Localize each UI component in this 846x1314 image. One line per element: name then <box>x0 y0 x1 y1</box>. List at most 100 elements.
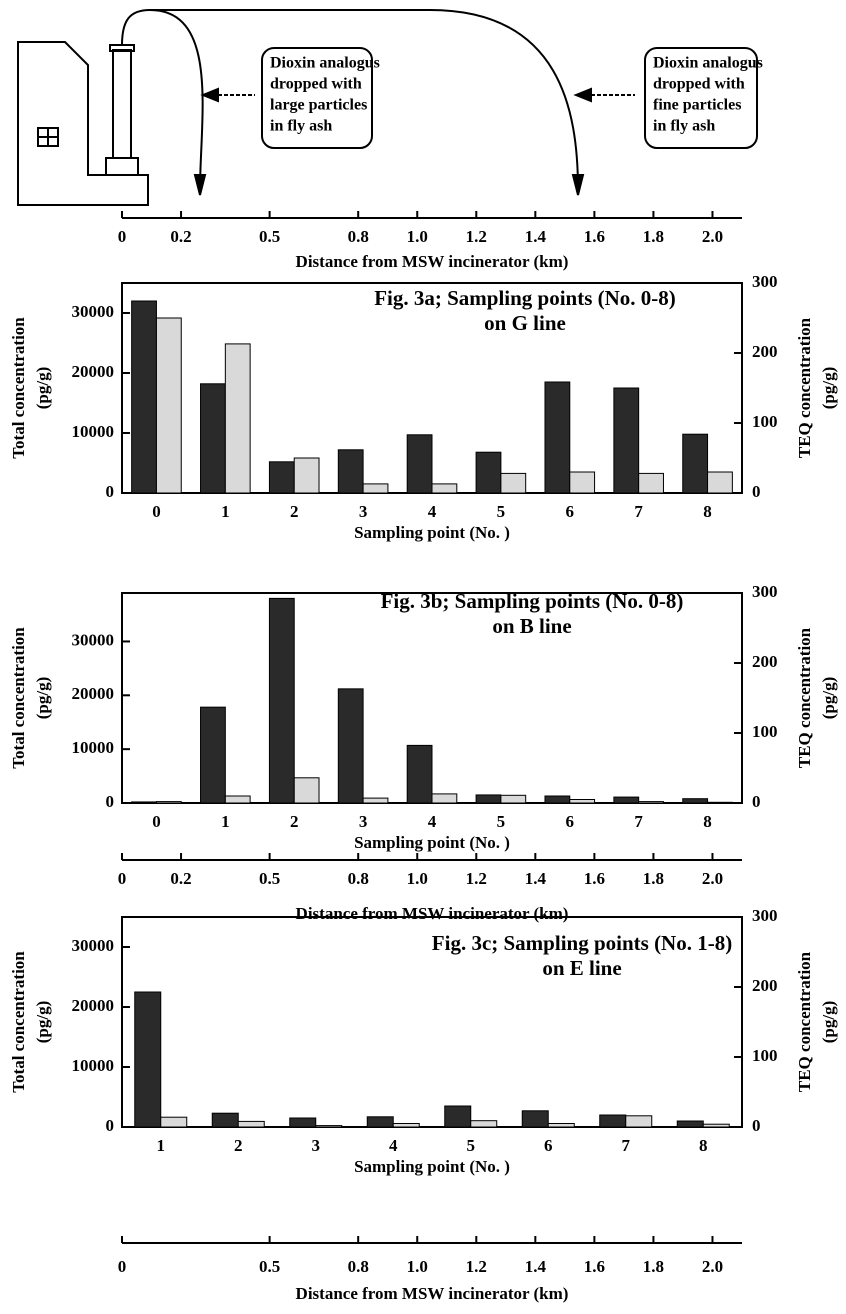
x-tick-label: 0.5 <box>259 1257 280 1276</box>
y-tick-label: 10000 <box>72 422 115 441</box>
chart-subtitle: on B line <box>492 614 571 638</box>
bar <box>676 1120 704 1128</box>
y-tick-label: 30000 <box>72 630 115 649</box>
x-tick-label: 1.2 <box>466 869 487 888</box>
x-tick-label: 1.6 <box>584 869 605 888</box>
bar <box>289 1117 317 1128</box>
x-tick-label: 7 <box>622 1136 631 1155</box>
x-axis-title: Sampling point (No. ) <box>354 833 510 852</box>
bar <box>613 387 640 494</box>
bar <box>682 433 709 494</box>
x-tick-label: 1.0 <box>407 869 428 888</box>
y-axis-title: (pg/g) <box>33 1001 52 1044</box>
bar <box>500 472 527 494</box>
y2-tick-label: 0 <box>752 482 761 501</box>
bar <box>431 483 458 494</box>
bar <box>444 1105 472 1128</box>
y2-axis-title: (pg/g) <box>819 1001 838 1044</box>
y2-tick-label: 100 <box>752 1046 778 1065</box>
y2-tick-label: 200 <box>752 652 778 671</box>
x-tick-label: 0 <box>152 502 161 521</box>
x-tick-label: 1.4 <box>525 869 547 888</box>
y2-tick-label: 300 <box>752 272 778 291</box>
callout-line: Dioxin analogus <box>270 55 380 72</box>
y2-axis-title: (pg/g) <box>819 367 838 410</box>
x-tick-label: 4 <box>428 812 437 831</box>
x-tick-label: 1 <box>221 502 230 521</box>
y-tick-label: 30000 <box>72 302 115 321</box>
incinerator-diagram <box>17 8 758 206</box>
y-tick-label: 30000 <box>72 936 115 955</box>
x-tick-label: 0 <box>118 1257 127 1276</box>
bar <box>268 597 295 804</box>
x-tick-label: 6 <box>566 502 575 521</box>
bar <box>224 795 251 804</box>
chart-title: Fig. 3a; Sampling points (No. 0-8) <box>374 286 676 310</box>
callout-line: in fly ash <box>653 118 715 135</box>
callout-line: fine particles <box>653 97 741 114</box>
bar <box>500 794 527 804</box>
bar <box>475 794 502 804</box>
x-tick-label: 4 <box>428 502 437 521</box>
bar <box>544 795 571 804</box>
x-tick-label: 1.2 <box>466 227 487 246</box>
y2-tick-label: 100 <box>752 722 778 741</box>
arrow-head <box>571 174 585 196</box>
y2-axis-title: TEQ concentration <box>795 627 814 768</box>
arc-fine <box>150 9 579 191</box>
bar <box>547 1123 575 1128</box>
bar <box>599 1114 627 1128</box>
bar <box>625 1115 653 1128</box>
x-tick-label: 2.0 <box>702 1257 723 1276</box>
x-axis-title: Sampling point (No. ) <box>354 523 510 542</box>
bar <box>569 799 596 804</box>
chimney-base <box>105 157 139 176</box>
plot-frame <box>121 916 743 1128</box>
y-tick-label: 0 <box>106 1116 115 1135</box>
bar <box>337 449 364 494</box>
x-tick-label: 3 <box>312 1136 321 1155</box>
y2-tick-label: 200 <box>752 342 778 361</box>
callout-line: dropped with <box>653 76 745 93</box>
bar <box>293 777 320 804</box>
callout-line: dropped with <box>270 76 362 93</box>
bar <box>470 1120 498 1128</box>
chimney <box>112 49 132 159</box>
x-axis-title: Distance from MSW incinerator (km) <box>296 904 569 923</box>
bar <box>638 472 664 494</box>
y2-tick-label: 200 <box>752 976 778 995</box>
y2-tick-label: 300 <box>752 906 778 925</box>
x-tick-label: 3 <box>359 502 368 521</box>
x-tick-label: 5 <box>467 1136 476 1155</box>
y-tick-label: 20000 <box>72 996 115 1015</box>
bar <box>392 1123 420 1128</box>
y2-tick-label: 0 <box>752 1116 761 1135</box>
bar <box>702 1123 730 1128</box>
x-tick-label: 2 <box>234 1136 243 1155</box>
arc-large <box>121 8 204 191</box>
bar <box>406 744 433 804</box>
y2-axis-title: TEQ concentration <box>795 317 814 458</box>
bar <box>211 1112 239 1128</box>
x-tick-label: 8 <box>699 1136 708 1155</box>
bar <box>638 801 664 804</box>
x-tick-label: 0.8 <box>348 869 369 888</box>
chart-subtitle: on G line <box>484 311 566 335</box>
arrow-head <box>193 174 207 196</box>
bar <box>237 1120 265 1128</box>
y-tick-label: 0 <box>106 792 115 811</box>
bar <box>200 706 226 804</box>
bar <box>315 1125 343 1128</box>
bar <box>569 471 596 494</box>
y-tick-label: 20000 <box>72 684 115 703</box>
x-tick-label: 4 <box>389 1136 398 1155</box>
x-tick-label: 1.0 <box>407 227 428 246</box>
bar <box>224 343 251 494</box>
x-tick-label: 1.8 <box>643 227 664 246</box>
y-axis-title: (pg/g) <box>33 677 52 720</box>
x-tick-label: 6 <box>566 812 575 831</box>
bar <box>521 1110 549 1128</box>
x-axis-title: Distance from MSW incinerator (km) <box>296 1284 569 1303</box>
x-tick-label: 2 <box>290 812 299 831</box>
bar <box>362 797 389 804</box>
